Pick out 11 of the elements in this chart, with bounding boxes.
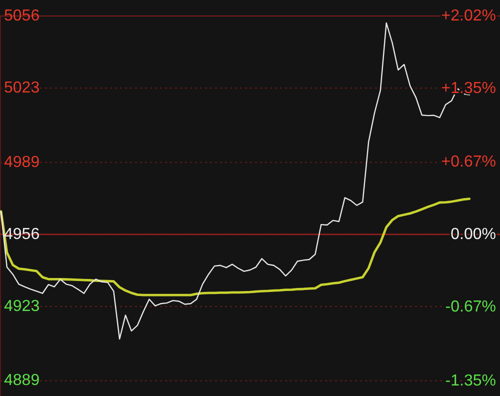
y-tick-label: 5023 [4, 80, 40, 97]
y-tick-label: 4923 [4, 298, 40, 315]
y-tick-label: 4989 [4, 154, 40, 171]
y2-tick-label: +2.02% [441, 8, 496, 24]
y-tick-label: 5056 [4, 8, 40, 24]
y2-tick-label: +0.67% [441, 154, 496, 171]
y-tick-label: 4889 [4, 372, 40, 390]
y2-tick-label: +1.35% [441, 80, 496, 98]
y2-tick-label: -1.35% [445, 372, 496, 390]
y2-tick-label: -0.67% [445, 298, 496, 316]
y2-tick-label: 0.00% [450, 226, 496, 244]
